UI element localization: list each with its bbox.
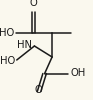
Text: OH: OH	[70, 68, 85, 78]
Text: O: O	[35, 85, 43, 95]
Text: HO: HO	[0, 56, 15, 66]
Text: HO: HO	[0, 28, 14, 38]
Text: O: O	[30, 0, 37, 8]
Text: HN: HN	[17, 40, 32, 50]
